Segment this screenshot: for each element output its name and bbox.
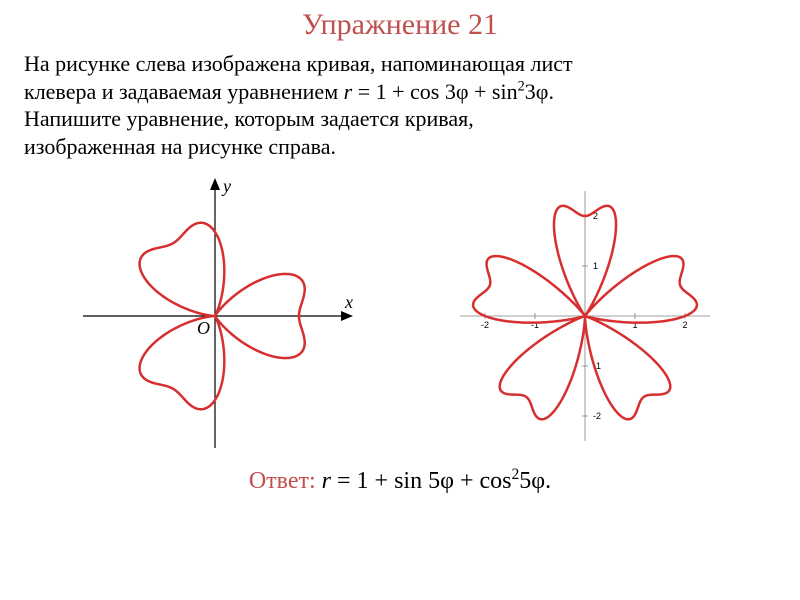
answer-eq2: 5φ. xyxy=(519,468,551,494)
answer-eq1: = 1 + sin 5φ + cos xyxy=(331,468,511,494)
problem-line1: На рисунке слева изображена кривая, напо… xyxy=(24,51,573,76)
problem-sup: 2 xyxy=(518,78,525,94)
problem-line3: Напишите уравнение, которым задается кри… xyxy=(24,106,474,131)
problem-line2e: 3φ. xyxy=(525,79,554,104)
exercise-title: Упражнение 21 xyxy=(0,0,800,46)
problem-r: r xyxy=(344,79,353,104)
svg-text:2: 2 xyxy=(682,320,687,330)
svg-text:1: 1 xyxy=(593,261,598,271)
problem-text: На рисунке слева изображена кривая, напо… xyxy=(0,46,800,160)
left-figure: x y O xyxy=(75,176,355,456)
problem-line2c: = 1 + cos 3φ + sin xyxy=(352,79,517,104)
svg-text:O: O xyxy=(197,318,210,338)
svg-text:y: y xyxy=(221,176,231,196)
answer-text: Ответ: r = 1 + sin 5φ + cos25φ. xyxy=(0,468,800,495)
right-figure: -2-112-2-112 xyxy=(445,176,725,456)
svg-text:-2: -2 xyxy=(481,320,489,330)
problem-line2a: клевера и задаваемая уравнением xyxy=(24,79,344,104)
answer-label: Ответ: xyxy=(249,468,322,494)
problem-line4: изображенная на рисунке справа. xyxy=(24,134,336,159)
figures-row: xyO -2-112-2-112 xyxy=(0,176,800,456)
answer-r: r xyxy=(322,468,331,494)
svg-text:x: x xyxy=(344,292,353,312)
svg-text:-2: -2 xyxy=(593,411,601,421)
